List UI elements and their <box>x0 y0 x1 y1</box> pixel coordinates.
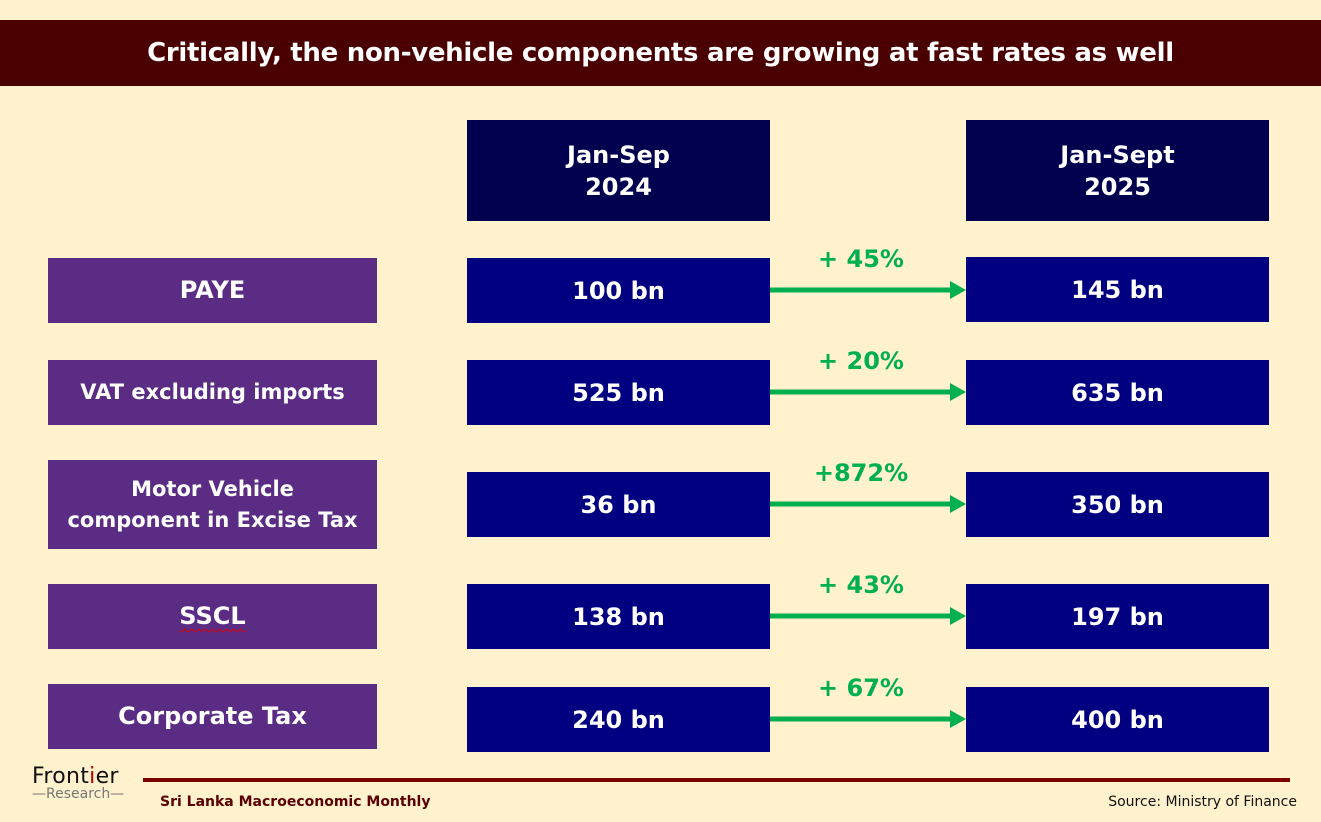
column-header-period: Jan-Sept <box>1060 140 1175 169</box>
growth-label: +872% <box>813 459 909 487</box>
growth-arrow-icon <box>770 607 966 625</box>
column-header-2024: Jan-Sep 2024 <box>467 120 770 221</box>
row-label: PAYE <box>48 258 377 323</box>
column-header-year: 2024 <box>585 172 652 201</box>
frontier-research-logo: Frontier —Research— <box>32 764 130 802</box>
value-2024: 240 bn <box>467 687 770 752</box>
growth-arrow-icon <box>770 281 966 299</box>
publication-name: Sri Lanka Macroeconomic Monthly <box>160 794 431 810</box>
row-label-text: Motor Vehicle component in Excise Tax <box>67 476 358 532</box>
row-label: Motor Vehicle component in Excise Tax <box>48 460 377 549</box>
growth-arrow-icon <box>770 710 966 728</box>
row-label-text: Corporate Tax <box>118 702 307 730</box>
value-2024: 525 bn <box>467 360 770 425</box>
value-2025: 197 bn <box>966 584 1269 649</box>
row-label-text: SSCL <box>179 602 246 630</box>
growth-label: + 20% <box>818 347 904 375</box>
slide-title: Critically, the non-vehicle components a… <box>0 20 1321 86</box>
growth-label: + 43% <box>818 571 904 599</box>
value-2025: 635 bn <box>966 360 1269 425</box>
column-header-2025: Jan-Sept 2025 <box>966 120 1269 221</box>
row-label: SSCL <box>48 584 377 649</box>
row-label-text: VAT excluding imports <box>80 380 345 404</box>
source-note: Source: Ministry of Finance <box>1108 794 1297 810</box>
logo-wordmark: Frontier <box>32 764 119 789</box>
value-2025: 400 bn <box>966 687 1269 752</box>
growth-arrow-icon <box>770 383 966 401</box>
value-2024: 138 bn <box>467 584 770 649</box>
growth-arrow-icon <box>770 495 966 513</box>
value-2024: 100 bn <box>467 258 770 323</box>
row-label: Corporate Tax <box>48 684 377 749</box>
row-label-text: PAYE <box>179 276 246 304</box>
footer-divider <box>143 778 1290 782</box>
value-2025: 145 bn <box>966 257 1269 322</box>
growth-label: + 67% <box>818 674 904 702</box>
growth-label: + 45% <box>818 245 904 273</box>
row-label: VAT excluding imports <box>48 360 377 425</box>
logo-subtitle: —Research— <box>32 786 125 802</box>
column-header-year: 2025 <box>1084 172 1151 201</box>
value-2024: 36 bn <box>467 472 770 537</box>
column-header-period: Jan-Sep <box>567 140 670 169</box>
value-2025: 350 bn <box>966 472 1269 537</box>
